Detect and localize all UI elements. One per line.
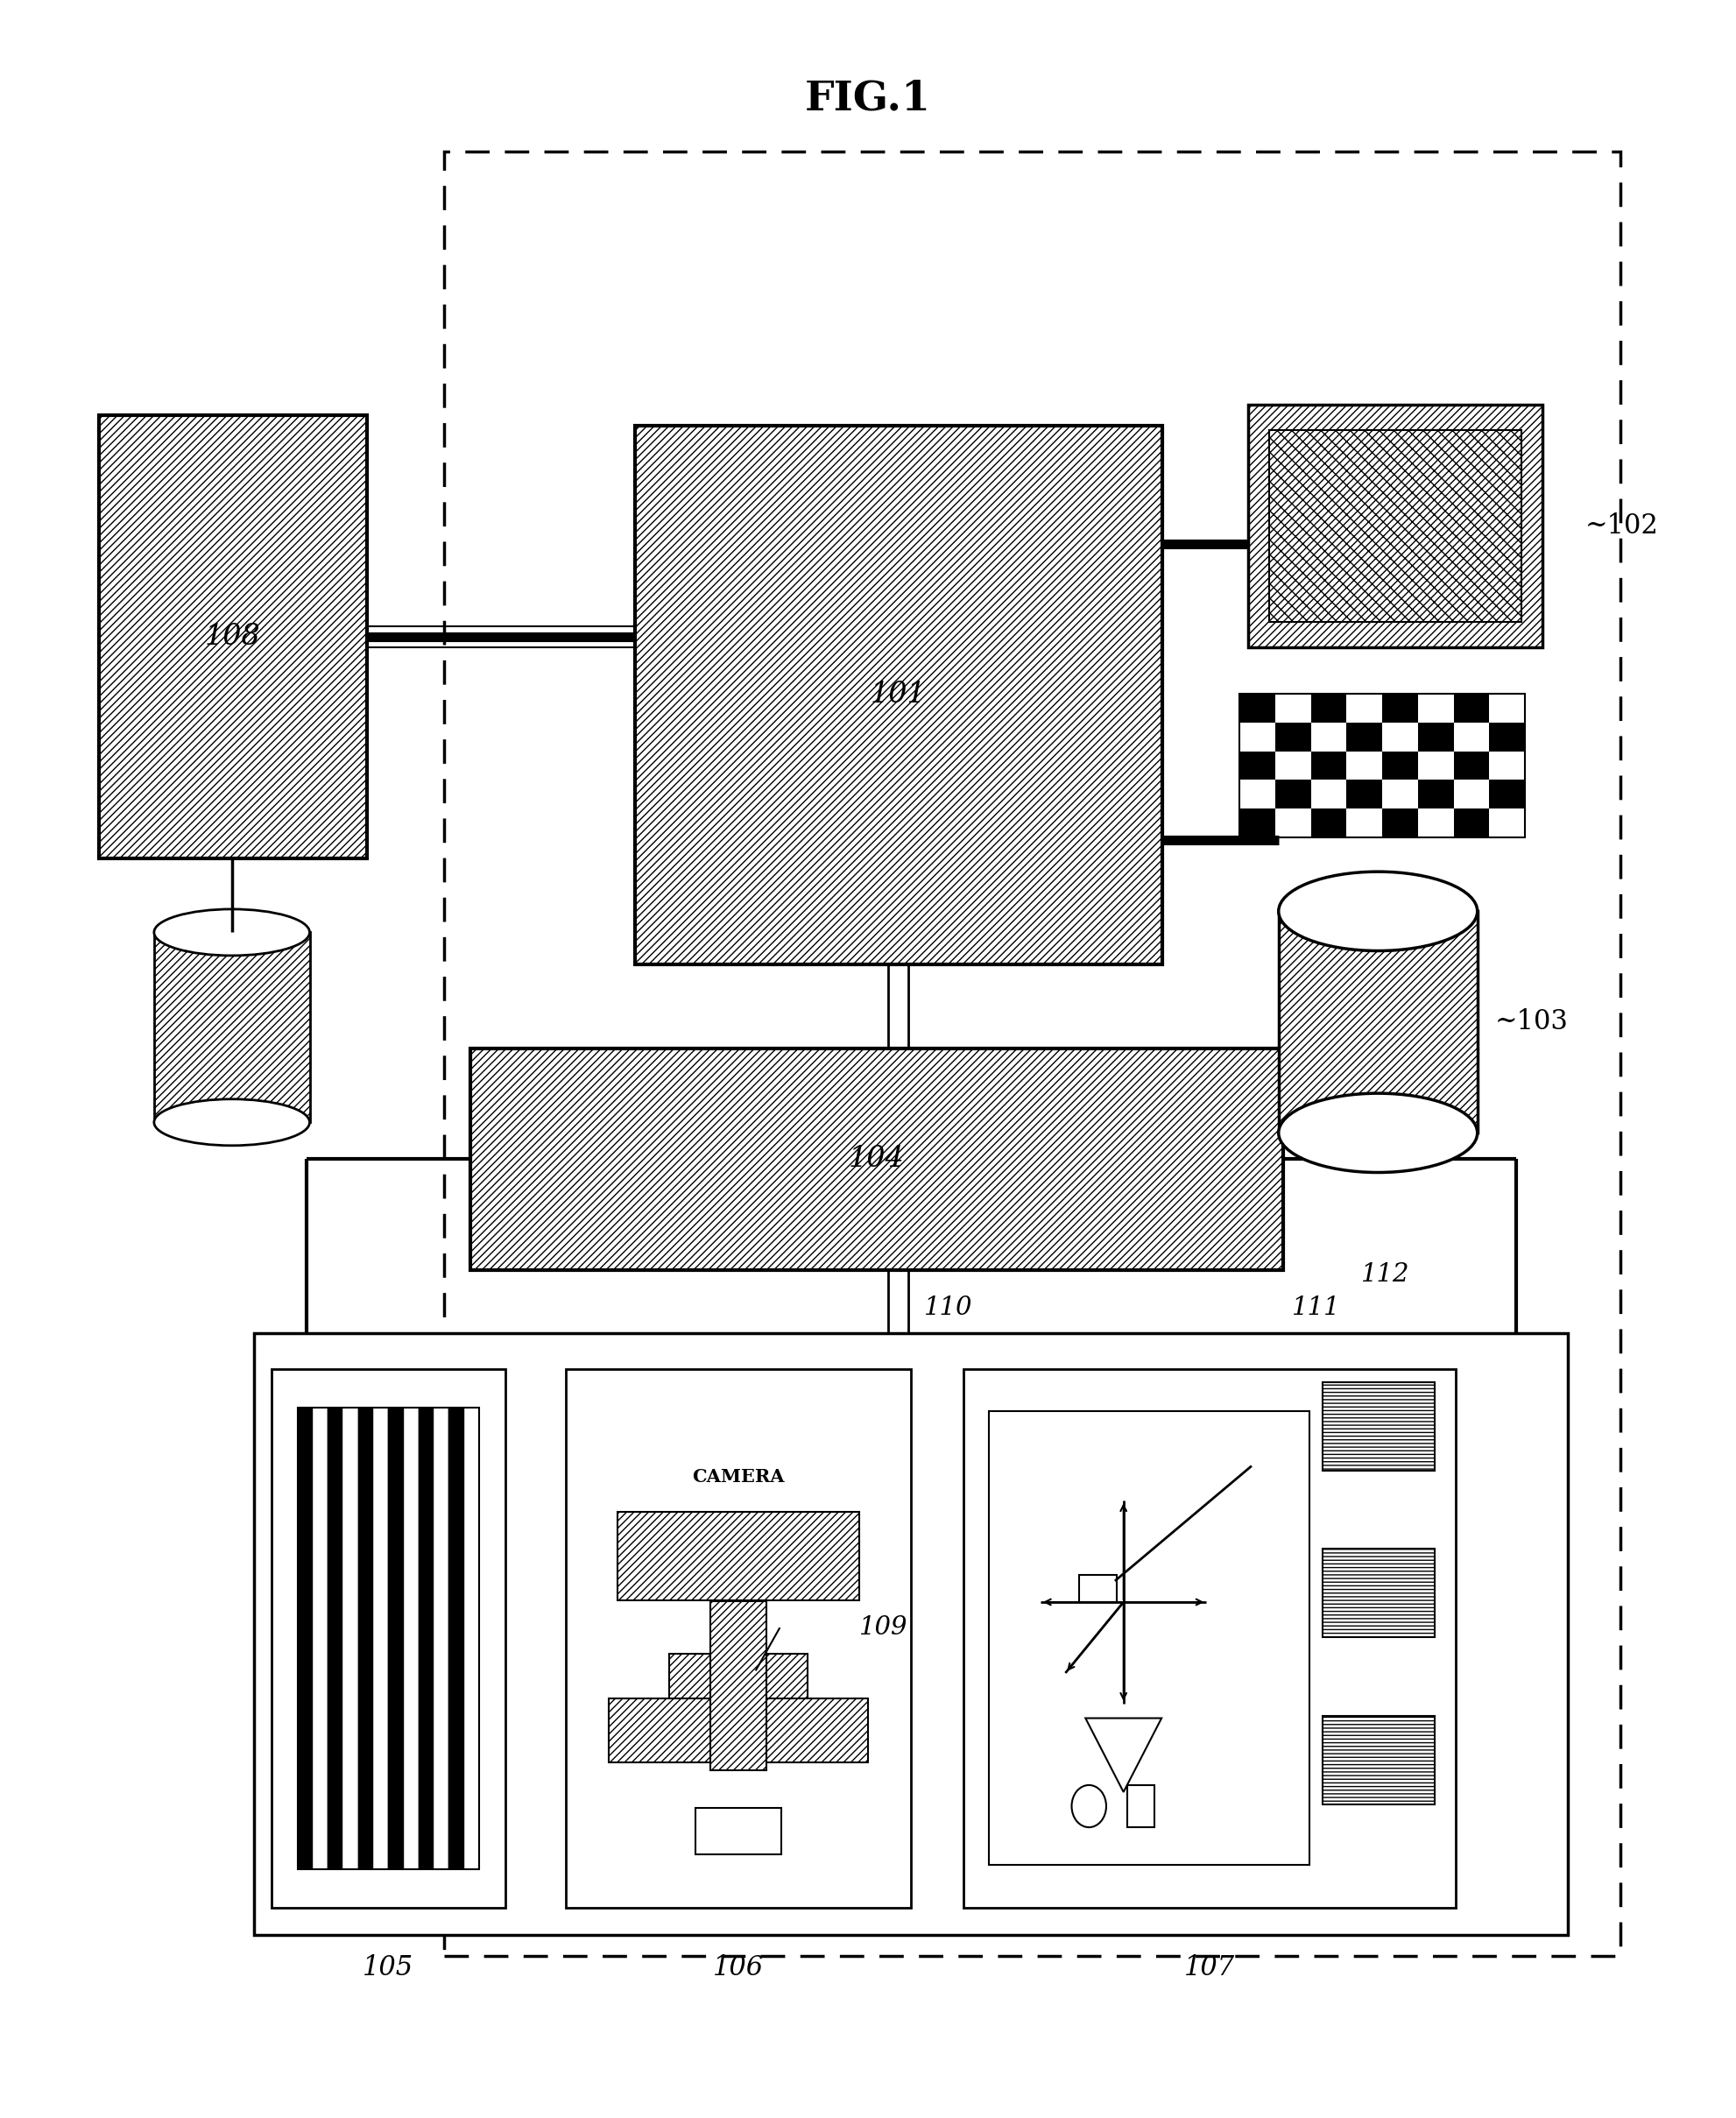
Bar (1240, 695, 1524, 837)
Bar (1240, 809, 1276, 837)
Bar (1311, 809, 1347, 837)
Bar (635, 426, 1161, 964)
Bar (609, 1699, 868, 1762)
Bar (344, 1406, 358, 1870)
Polygon shape (1085, 1718, 1161, 1792)
Bar (403, 1406, 418, 1870)
Bar (1347, 779, 1382, 809)
Bar (1382, 695, 1418, 722)
Text: 104: 104 (849, 1146, 904, 1173)
Bar (328, 1406, 344, 1870)
Text: 111: 111 (1292, 1296, 1340, 1320)
Bar (1347, 722, 1382, 752)
Bar (312, 1406, 328, 1870)
Bar (464, 1406, 479, 1870)
Bar (694, 1809, 781, 1855)
Bar (1453, 809, 1489, 837)
Bar (389, 1406, 403, 1870)
Bar (297, 1406, 312, 1870)
Bar (358, 1406, 373, 1870)
Ellipse shape (155, 1099, 309, 1146)
Bar (1248, 405, 1542, 648)
Bar (1323, 1381, 1436, 1470)
Bar (1489, 722, 1524, 752)
Bar (1279, 911, 1477, 1133)
Text: 110: 110 (924, 1296, 972, 1320)
Bar (963, 1368, 1457, 1908)
Bar (1240, 752, 1276, 779)
Bar (1418, 779, 1453, 809)
Bar (418, 1406, 434, 1870)
Bar (1453, 695, 1489, 722)
Circle shape (1071, 1785, 1106, 1828)
Text: 106: 106 (713, 1955, 764, 1980)
Bar (668, 1654, 807, 1709)
Text: ~103: ~103 (1495, 1008, 1568, 1036)
Ellipse shape (1279, 1093, 1477, 1173)
Bar (1323, 1548, 1436, 1637)
Bar (1127, 1785, 1154, 1828)
Bar (271, 1368, 505, 1908)
Bar (990, 1411, 1309, 1866)
Text: 105: 105 (363, 1955, 413, 1980)
Text: ~102: ~102 (1585, 513, 1660, 540)
Bar (99, 415, 366, 858)
Bar (450, 1406, 464, 1870)
Bar (1382, 809, 1418, 837)
Bar (297, 1406, 479, 1870)
Bar (1276, 722, 1311, 752)
Ellipse shape (155, 909, 309, 955)
Text: 109: 109 (859, 1616, 908, 1639)
Text: 108: 108 (205, 623, 260, 650)
Text: 107: 107 (1184, 1955, 1234, 1980)
Bar (373, 1406, 389, 1870)
Bar (1453, 752, 1489, 779)
Bar (566, 1368, 911, 1908)
Bar (1311, 695, 1347, 722)
Text: FIG.1: FIG.1 (806, 78, 930, 119)
Bar (618, 1512, 859, 1601)
Bar (1489, 779, 1524, 809)
Bar (1240, 695, 1276, 722)
Bar (1311, 752, 1347, 779)
Bar (1276, 779, 1311, 809)
Text: 112: 112 (1361, 1262, 1410, 1286)
Bar (1269, 430, 1521, 623)
Bar (1323, 1716, 1436, 1805)
Bar (253, 1334, 1568, 1936)
Bar (1418, 722, 1453, 752)
Bar (155, 932, 309, 1123)
Bar (470, 1048, 1283, 1271)
Text: 101: 101 (870, 680, 927, 710)
Bar (444, 150, 1620, 1957)
Text: CAMERA: CAMERA (693, 1468, 785, 1485)
Bar (434, 1406, 450, 1870)
Bar (1078, 1574, 1116, 1601)
Bar (710, 1601, 766, 1771)
Ellipse shape (1279, 873, 1477, 951)
Bar (1382, 752, 1418, 779)
